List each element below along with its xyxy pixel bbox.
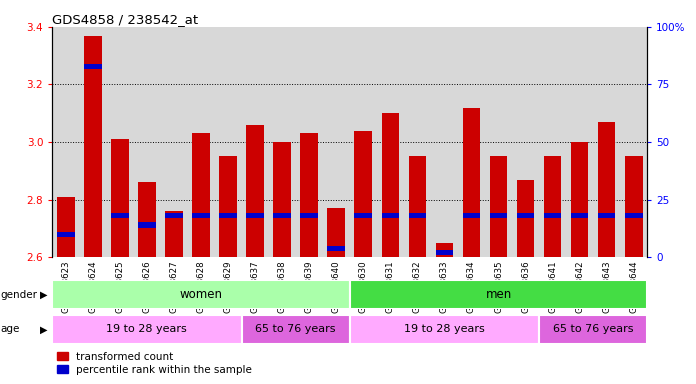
Bar: [138, 182, 156, 257]
Bar: [490, 213, 507, 218]
Bar: [301, 213, 318, 218]
Bar: [219, 213, 237, 218]
Bar: [436, 250, 453, 255]
Bar: [381, 213, 399, 218]
Bar: [274, 142, 291, 257]
Bar: [544, 156, 562, 257]
Bar: [84, 63, 102, 69]
Bar: [571, 213, 588, 218]
Bar: [84, 35, 102, 257]
Bar: [327, 245, 345, 251]
Text: women: women: [180, 288, 223, 301]
Bar: [598, 122, 615, 257]
Bar: [327, 208, 345, 257]
Bar: [165, 211, 183, 257]
Bar: [539, 315, 647, 344]
Text: men: men: [485, 288, 512, 301]
Bar: [349, 315, 539, 344]
Bar: [598, 213, 615, 218]
Bar: [409, 213, 426, 218]
Bar: [52, 315, 242, 344]
Bar: [301, 134, 318, 257]
Bar: [625, 213, 642, 218]
Text: ▶: ▶: [40, 290, 47, 300]
Bar: [463, 108, 480, 257]
Bar: [192, 134, 209, 257]
Bar: [381, 113, 399, 257]
Bar: [354, 131, 372, 257]
Bar: [625, 156, 642, 257]
Bar: [571, 142, 588, 257]
Text: GDS4858 / 238542_at: GDS4858 / 238542_at: [52, 13, 198, 26]
Bar: [192, 213, 209, 218]
Text: 19 to 28 years: 19 to 28 years: [404, 324, 485, 334]
Bar: [349, 280, 647, 309]
Bar: [138, 222, 156, 228]
Bar: [274, 213, 291, 218]
Bar: [463, 213, 480, 218]
Text: 65 to 76 years: 65 to 76 years: [255, 324, 336, 334]
Text: 19 to 28 years: 19 to 28 years: [106, 324, 187, 334]
Bar: [165, 213, 183, 218]
Text: gender: gender: [1, 290, 38, 300]
Bar: [516, 179, 535, 257]
Bar: [436, 243, 453, 257]
Bar: [246, 213, 264, 218]
Legend: transformed count, percentile rank within the sample: transformed count, percentile rank withi…: [57, 352, 252, 375]
Text: ▶: ▶: [40, 324, 47, 334]
Bar: [57, 197, 74, 257]
Bar: [409, 156, 426, 257]
Bar: [516, 213, 535, 218]
Text: 65 to 76 years: 65 to 76 years: [553, 324, 633, 334]
Bar: [52, 280, 349, 309]
Bar: [490, 156, 507, 257]
Bar: [242, 315, 349, 344]
Bar: [246, 125, 264, 257]
Bar: [544, 213, 562, 218]
Bar: [57, 232, 74, 237]
Bar: [111, 213, 129, 218]
Bar: [111, 139, 129, 257]
Text: age: age: [1, 324, 20, 334]
Bar: [354, 213, 372, 218]
Bar: [219, 156, 237, 257]
